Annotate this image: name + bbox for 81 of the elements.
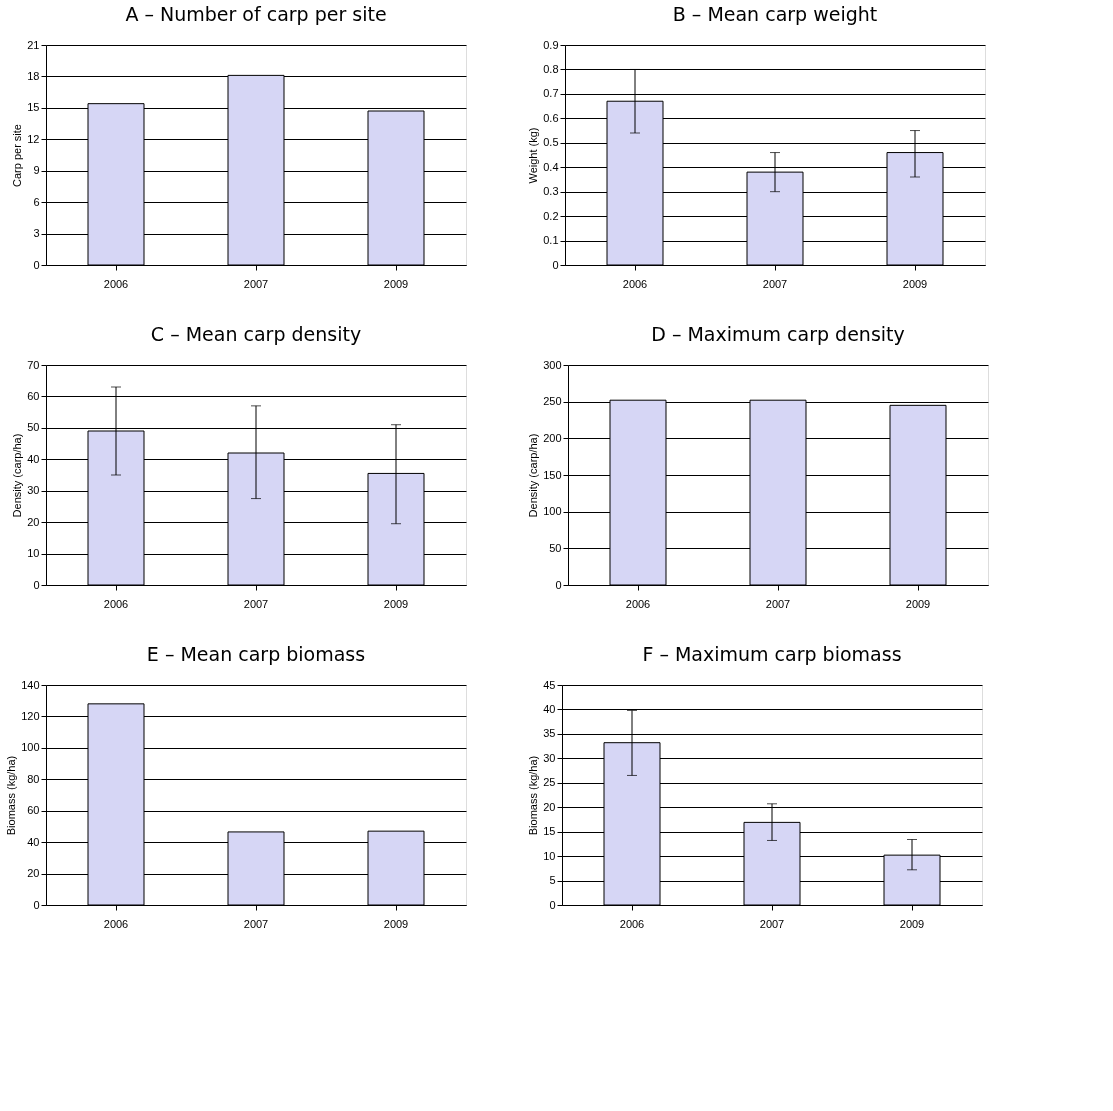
x-tick-label: 2007 <box>243 597 269 610</box>
y-axis-title: Biomass (kg/ha) <box>5 755 18 836</box>
x-tick-label: 2007 <box>762 277 788 290</box>
y-tick-label: 80 <box>27 772 40 785</box>
x-tick-label: 2007 <box>243 277 269 290</box>
x-tick-label: 2009 <box>902 277 928 290</box>
y-tick-label: 30 <box>543 751 556 764</box>
y-tick-label: 9 <box>33 164 40 177</box>
y-tick-label: 60 <box>27 804 40 817</box>
x-tick-label: 2006 <box>103 917 129 930</box>
x-tick-label: 2006 <box>619 917 645 930</box>
y-axis-title: Carp per site <box>11 124 24 187</box>
y-axis-title: Biomass (kg/ha) <box>527 755 540 836</box>
x-tick-label: 2006 <box>103 597 129 610</box>
y-axis-title: Density (carp/ha) <box>527 433 540 518</box>
chart-title: F – Maximum carp biomass <box>642 643 902 665</box>
y-tick-label: 0.1 <box>543 234 559 247</box>
x-tick-label: 2009 <box>383 597 409 610</box>
y-tick-label: 0.4 <box>543 160 559 173</box>
y-tick-label: 10 <box>543 849 556 862</box>
x-tick-label: 2006 <box>625 597 651 610</box>
y-tick-label: 15 <box>543 825 556 838</box>
chart-title: E – Mean carp biomass <box>146 643 366 665</box>
y-tick-label: 0.7 <box>543 87 559 100</box>
y-tick-label: 0.2 <box>543 209 559 222</box>
y-tick-label: 100 <box>21 741 40 754</box>
y-tick-label: 0 <box>33 258 40 271</box>
y-tick-label: 20 <box>27 867 40 880</box>
y-tick-label: 10 <box>27 547 40 560</box>
y-tick-label: 0.5 <box>543 136 559 149</box>
y-tick-label: 40 <box>543 702 556 715</box>
x-tick-label: 2007 <box>765 597 791 610</box>
y-tick-label: 5 <box>549 874 556 887</box>
y-tick-label: 15 <box>27 101 40 114</box>
y-tick-label: 0 <box>552 258 559 271</box>
y-tick-label: 20 <box>543 800 556 813</box>
y-tick-label: 0.8 <box>543 62 559 75</box>
y-tick-label: 18 <box>27 69 40 82</box>
y-axis-title: Weight (kg) <box>527 127 540 184</box>
y-tick-label: 250 <box>543 395 562 408</box>
chart-title: B – Mean carp weight <box>672 3 878 25</box>
y-tick-label: 30 <box>27 484 40 497</box>
x-tick-label: 2009 <box>383 277 409 290</box>
y-tick-label: 45 <box>543 678 556 691</box>
y-tick-label: 20 <box>27 515 40 528</box>
y-tick-label: 140 <box>21 678 40 691</box>
y-tick-label: 6 <box>33 195 40 208</box>
x-tick-label: 2006 <box>103 277 129 290</box>
y-tick-label: 40 <box>27 452 40 465</box>
chart-title: C – Mean carp density <box>150 323 362 345</box>
y-tick-label: 0.3 <box>543 185 559 198</box>
x-tick-label: 2009 <box>905 597 931 610</box>
x-tick-label: 2009 <box>899 917 925 930</box>
y-tick-label: 300 <box>543 358 562 371</box>
y-tick-label: 70 <box>27 358 40 371</box>
y-tick-label: 21 <box>27 38 40 51</box>
chart-title: D – Maximum carp density <box>651 323 905 345</box>
chart-title: A – Number of carp per site <box>125 3 387 25</box>
y-tick-label: 100 <box>543 505 562 518</box>
x-tick-label: 2007 <box>759 917 785 930</box>
x-tick-label: 2007 <box>243 917 269 930</box>
y-tick-label: 50 <box>27 421 40 434</box>
y-tick-label: 0 <box>33 898 40 911</box>
y-tick-label: 0 <box>555 578 562 591</box>
y-axis-title: Density (carp/ha) <box>11 433 24 518</box>
y-tick-label: 60 <box>27 389 40 402</box>
y-tick-label: 0 <box>549 898 556 911</box>
y-tick-label: 50 <box>549 541 562 554</box>
y-tick-label: 0 <box>33 578 40 591</box>
y-tick-label: 40 <box>27 835 40 848</box>
y-tick-label: 12 <box>27 132 40 145</box>
y-tick-label: 200 <box>543 431 562 444</box>
y-tick-label: 0.6 <box>543 111 559 124</box>
y-tick-label: 35 <box>543 727 556 740</box>
x-tick-label: 2006 <box>622 277 648 290</box>
y-tick-label: 3 <box>33 227 40 240</box>
x-tick-label: 2009 <box>383 917 409 930</box>
y-tick-label: 25 <box>543 776 556 789</box>
y-tick-label: 0.9 <box>543 38 559 51</box>
y-tick-label: 120 <box>21 709 40 722</box>
y-tick-label: 150 <box>543 468 562 481</box>
